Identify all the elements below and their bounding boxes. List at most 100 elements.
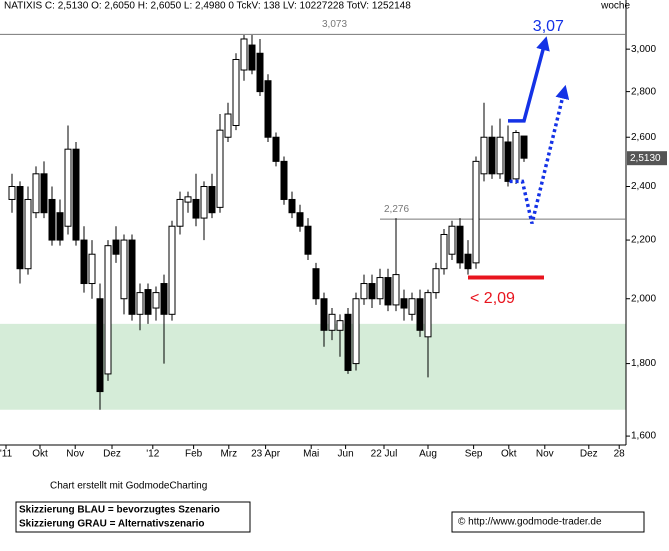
target-label: 3,07 [533,18,564,35]
copyright-box [451,511,645,533]
candle-body [216,129,224,208]
candle-body [424,292,432,338]
candle-body [472,160,480,264]
candle-body [360,283,368,300]
last-price-label: 2,5130 [630,153,661,164]
candle-body [24,198,32,270]
candle-body [464,253,472,270]
candle-body [120,239,128,300]
x-tick-label: Mrz [220,449,237,460]
candle-body [400,298,408,309]
candle-body [408,298,416,315]
arrow-dotted [509,84,570,224]
legend-box [15,501,251,533]
candle-body [368,283,376,300]
candle-body [104,245,112,375]
candle-body [304,225,312,255]
candle-body [272,136,280,162]
candle-body [480,136,488,175]
candle-body [448,225,456,255]
candle-body [248,44,256,71]
candle-body [136,292,144,315]
support-label: < 2,09 [470,290,515,307]
y-tick-label: 2,800 [631,86,656,97]
x-tick-label: '12 [146,449,159,460]
candle-body [416,298,424,331]
x-tick-label: 28 [614,449,626,460]
y-tick-label: 1,800 [631,358,656,369]
candle-body [152,292,160,309]
x-tick-label: Nov [66,449,84,460]
candle-body [168,225,176,315]
candle-body [80,239,88,285]
y-tick-label: 1,600 [631,431,656,442]
candle-body [344,313,352,371]
candle-body [280,160,288,200]
candle-body [72,148,80,241]
candle-body [264,80,272,138]
level-label: 3,073 [322,19,347,30]
candle-body [336,320,344,331]
candle-body [200,186,208,219]
x-tick-label: Dez [103,449,121,460]
x-tick-label: Okt [32,449,48,460]
period: woche [600,1,630,12]
y-tick-label: 2,200 [631,235,656,246]
candle-body [288,198,296,214]
candle-body [224,113,232,138]
credit: Chart erstellt mit GodmodeCharting [50,481,207,492]
x-tick-label: Mai [303,449,319,460]
last-price-box [627,151,667,166]
y-tick-label: 2,600 [631,132,656,143]
candle-body [56,212,64,241]
candle-body [392,274,400,306]
candle-body [64,148,72,227]
candle-body [40,173,48,214]
candle-body [128,239,136,315]
legend-line: Skizzierung BLAU = bevorzugtes Szenario [19,505,220,516]
candle-body [440,233,448,270]
candle-body [32,173,40,214]
candle-body [384,277,392,306]
candle-body [96,298,104,393]
x-tick-label: Nov [536,449,554,460]
candle-body [352,298,360,365]
copyright: © http://www.godmode-trader.de [458,517,602,528]
candle-body [256,52,264,93]
candle-body [456,225,464,264]
x-tick-label: Aug [419,449,437,460]
candle-body [488,136,496,175]
candle-body [240,38,248,71]
candle-body [328,313,336,331]
candle-body [88,253,96,285]
x-tick-label: '11 [0,449,13,460]
candle-body [48,198,56,241]
candle-body [8,186,16,200]
candle-body [16,186,24,270]
x-tick-label: 23 Apr [251,449,281,460]
candle-body [376,277,384,300]
header: NATIXIS C: 2,5130 O: 2,6050 H: 2,6050 L:… [4,1,411,12]
x-tick-label: Jun [338,449,354,460]
candle-body [160,283,168,315]
y-tick-label: 3,000 [631,44,656,55]
y-tick-label: 2,400 [631,181,656,192]
candle-body [312,268,320,300]
arrow-solid [508,36,550,123]
x-tick-label: Feb [185,449,203,460]
legend-line: Skizzierung GRAU = Alternativszenario [19,519,205,530]
candle-body [320,298,328,331]
candle-body [232,58,240,127]
candle-body [112,239,120,255]
x-tick-label: Dez [580,449,598,460]
candle-body [504,141,512,182]
candle-body [496,136,504,175]
candle-body [176,198,184,227]
candle-body [184,196,192,203]
candle-body [520,135,528,159]
x-tick-label: 22 Jul [371,449,398,460]
candle-body [192,198,200,219]
candle-body [512,132,520,180]
